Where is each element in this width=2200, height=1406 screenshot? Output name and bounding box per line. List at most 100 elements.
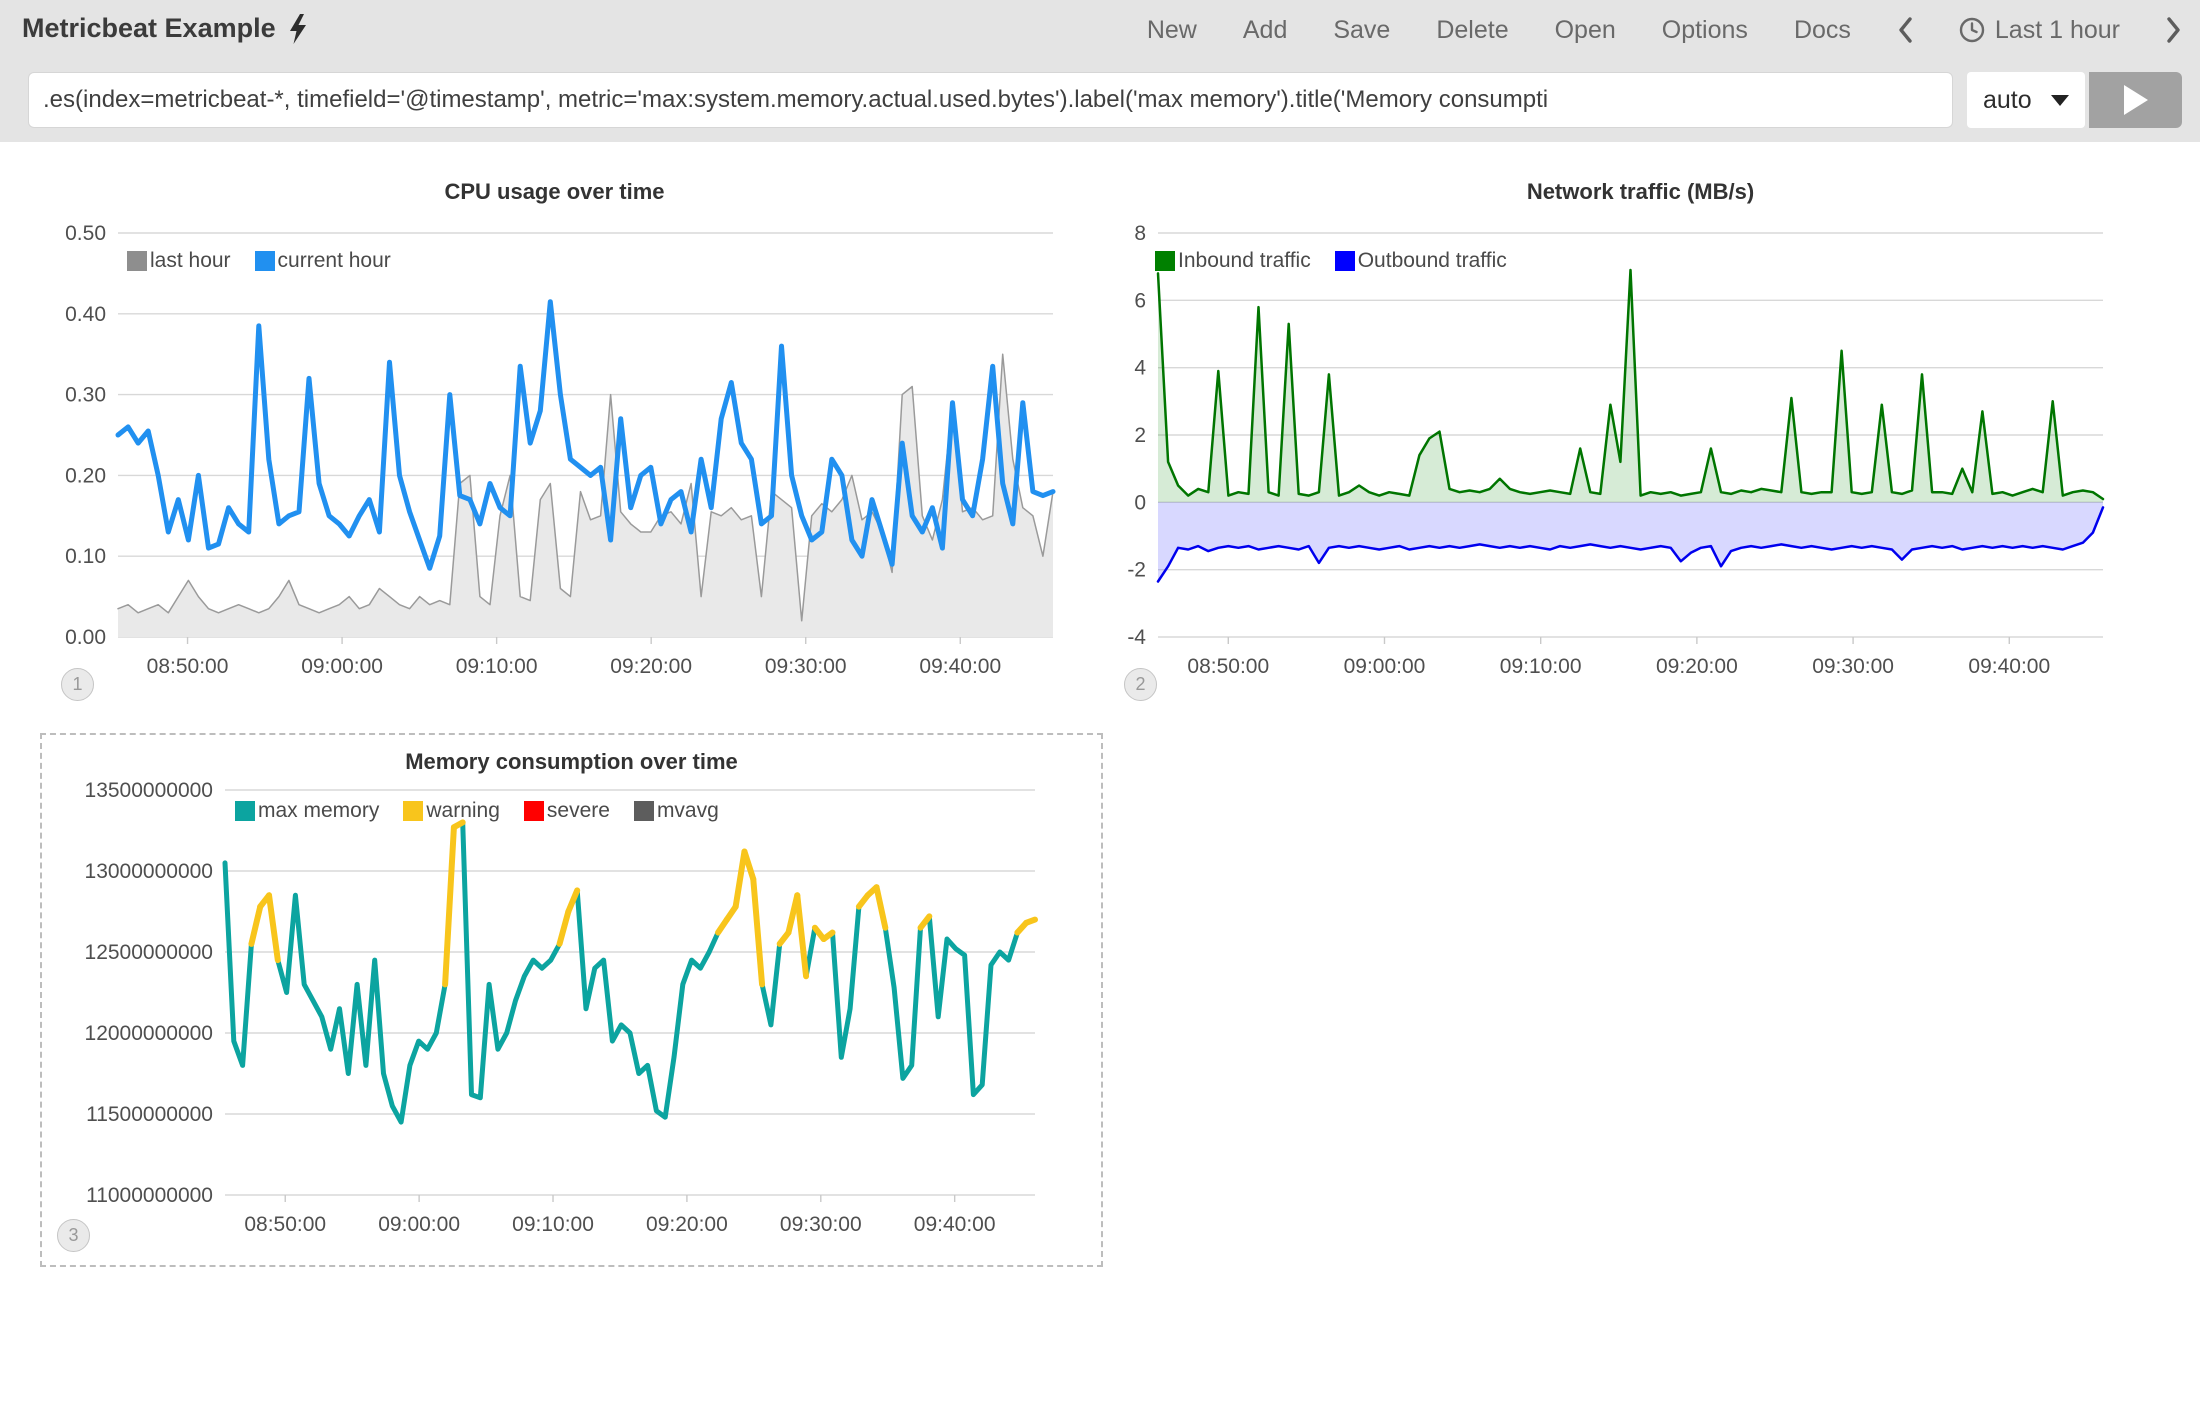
panel-number-badge: 1 [61, 668, 94, 701]
app-title-label: Metricbeat Example [22, 13, 276, 43]
legend-item-warning[interactable]: warning [403, 799, 500, 823]
overlay-segment-warning [266, 892, 281, 964]
y-tick-label: 12000000000 [85, 1022, 213, 1045]
memory-chart-plot: 13500000000 13000000000 12500000000 1200000… [85, 779, 1038, 1236]
clock-icon [1959, 17, 1985, 43]
nav-menu: New Add Save Delete Open Options Docs La… [1147, 10, 2182, 50]
overlay-segment-warning [1023, 916, 1038, 926]
y-tick-label: 0.00 [65, 626, 106, 649]
chevron-down-icon [2051, 94, 2069, 106]
legend-swatch-icon [523, 801, 544, 821]
legend-swatch-icon [235, 801, 255, 821]
x-tick-label: 09:00:00 [378, 1213, 460, 1236]
legend-label: current hour [277, 249, 391, 272]
overlay-segment-warning [565, 887, 581, 915]
chart-panel-network[interactable]: 8 6 4 2 0 -2 -4 08:50:00 09:00:00 09:10:00 09:20:0… [1118, 165, 2163, 705]
y-tick-label: 6 [1134, 289, 1146, 312]
chart-panel-memory[interactable]: 13500000000 13000000000 12500000000 1200000… [40, 733, 1103, 1267]
series-line-max-memory [222, 819, 1038, 1125]
overlay-segment-warning [917, 913, 933, 931]
legend-item-max-memory[interactable]: max memory [235, 799, 379, 823]
nav-options[interactable]: Options [1661, 15, 1748, 44]
network-chart-legend: Inbound traffic Outbound traffic [1155, 249, 1507, 273]
y-tick-label: 13500000000 [85, 779, 213, 802]
y-tick-label: 0.20 [65, 464, 106, 487]
legend-item-inbound-traffic[interactable]: Inbound traffic [1155, 249, 1311, 273]
panel-number-badge: 2 [1124, 668, 1157, 701]
nav-open[interactable]: Open [1554, 15, 1616, 44]
nav-docs[interactable]: Docs [1793, 15, 1851, 44]
x-tick-label: 09:40:00 [914, 1213, 996, 1236]
y-tick-label: 0.10 [65, 545, 106, 568]
x-tick-label: 09:10:00 [456, 655, 538, 678]
time-picker[interactable]: Last 1 hour [1959, 16, 2120, 45]
y-tick-label: -2 [1127, 559, 1146, 582]
lightning-icon [289, 13, 306, 44]
network-chart-title: Network traffic (MB/s) [1526, 179, 1755, 204]
legend-label: last hour [150, 249, 231, 272]
time-picker-label: Last 1 hour [1994, 15, 2120, 44]
legend-item-severe[interactable]: severe [523, 799, 610, 823]
x-tick-label: 09:20:00 [1656, 655, 1738, 678]
overlay-segment-warning [750, 876, 766, 988]
y-tick-label: 11000000000 [86, 1184, 213, 1207]
x-tick-label: 09:30:00 [780, 1213, 862, 1236]
series-line-inbound-traffic [1156, 268, 2105, 501]
overlay-segment-warning [450, 819, 466, 831]
overlay-segment-warning [873, 884, 889, 931]
legend-label: warning [426, 799, 500, 822]
series-line-outbound-traffic [1156, 506, 2105, 583]
legend-swatch-icon [403, 801, 424, 821]
memory-chart-title: Memory consumption over time [405, 749, 738, 774]
series-area-last-hour [118, 354, 1053, 637]
chart-panel-cpu[interactable]: 0.50 0.40 0.30 0.20 0.10 0.00 08:50:00 09:00:00… [33, 165, 1076, 705]
x-tick-label: 08:50:00 [244, 1213, 326, 1236]
time-back-chevron[interactable] [1897, 17, 1913, 43]
legend-item-mvavg[interactable]: mvavg [633, 799, 719, 823]
overlay-segment-warning [794, 892, 810, 980]
legend-item-outbound-traffic[interactable]: Outbound traffic [1334, 249, 1507, 273]
x-tick-label: 08:50:00 [147, 655, 229, 678]
run-query-button[interactable] [2089, 72, 2182, 128]
time-forward-chevron[interactable] [2166, 17, 2182, 43]
y-tick-label: 0.30 [65, 384, 106, 407]
x-tick-label: 09:20:00 [610, 655, 692, 678]
nav-save[interactable]: Save [1333, 15, 1391, 44]
nav-new[interactable]: New [1146, 15, 1197, 44]
overlay-segment-warning [442, 824, 457, 988]
memory-chart-legend: max memory warning severe mvavg [235, 799, 719, 823]
y-tick-label: 13000000000 [85, 860, 213, 883]
x-tick-label: 09:30:00 [1812, 655, 1894, 678]
y-tick-label: -4 [1127, 626, 1146, 649]
play-icon [2123, 85, 2148, 115]
x-tick-label: 09:40:00 [1968, 655, 2050, 678]
network-chart-plot: 8 6 4 2 0 -2 -4 08:50:00 09:00:00 09:10:00 09:20:0… [1127, 222, 2105, 678]
x-tick-label: 09:10:00 [1500, 655, 1582, 678]
cpu-chart-legend: last hour current hour [127, 249, 391, 273]
series-line-current-hour [115, 299, 1056, 571]
x-tick-label: 09:00:00 [301, 655, 383, 678]
nav-add[interactable]: Add [1242, 15, 1288, 44]
legend-label: mvavg [656, 799, 719, 822]
query-input[interactable] [28, 72, 1953, 128]
nav-delete[interactable]: Delete [1436, 15, 1509, 44]
panel-number-badge: 3 [57, 1219, 90, 1252]
y-tick-label: 12500000000 [85, 941, 213, 964]
overlay-segment-warning [556, 908, 572, 947]
overlay-segment-warning [741, 848, 757, 883]
interval-select[interactable]: auto [1967, 72, 2085, 128]
legend-item-last-hour[interactable]: last hour [127, 249, 231, 273]
y-tick-label: 0.50 [65, 222, 106, 245]
app-title: Metricbeat Example [22, 13, 308, 44]
series-area-inbound-traffic [1158, 270, 2103, 503]
cpu-chart-plot: 0.50 0.40 0.30 0.20 0.10 0.00 08:50:00 09:00:00… [65, 222, 1056, 678]
series-area-outbound-traffic [1158, 502, 2103, 582]
overlay-segment-warning [248, 903, 264, 947]
x-tick-label: 09:00:00 [1344, 655, 1426, 678]
overlay-segment-warning [732, 848, 748, 910]
legend-label: Outbound traffic [1357, 249, 1507, 272]
legend-swatch-icon [1155, 251, 1175, 271]
legend-item-current-hour[interactable]: current hour [254, 249, 391, 273]
legend-label: severe [546, 799, 610, 822]
